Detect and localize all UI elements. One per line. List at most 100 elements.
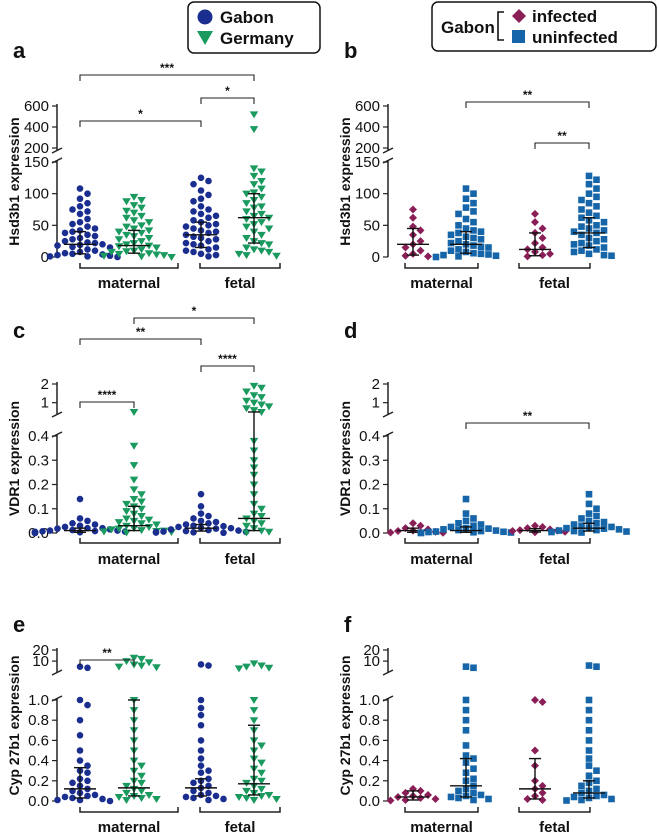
legend-germany-label: Germany (220, 29, 294, 48)
y-tick-label: 200 (24, 140, 49, 157)
data-point (585, 662, 593, 669)
data-point (593, 767, 600, 774)
y-tick-label: 0.2 (359, 773, 380, 790)
group-bracket (79, 807, 179, 813)
data-point (137, 197, 146, 204)
data-point (227, 524, 235, 532)
significance-label: ** (557, 129, 567, 143)
data-point (122, 515, 131, 523)
data-point (137, 222, 146, 230)
column-Germany-fetal (234, 111, 281, 260)
data-point (563, 797, 570, 804)
data-point (122, 231, 131, 239)
data-point (416, 226, 425, 235)
column-Gabon-maternal (31, 495, 129, 537)
data-point (440, 251, 447, 259)
y-tick-label: 0 (41, 249, 49, 266)
y-tick-label: 150 (355, 154, 380, 171)
legend-uninfected-marker (512, 30, 525, 43)
data-point (107, 248, 116, 256)
data-point (69, 779, 76, 787)
data-point (585, 747, 593, 754)
data-point (538, 522, 547, 531)
data-point (84, 223, 91, 230)
data-point (175, 523, 182, 531)
data-point (462, 517, 470, 525)
column-infected-fetal (519, 209, 554, 261)
data-point (546, 249, 554, 258)
significance-bracket (465, 422, 590, 429)
data-point (531, 218, 539, 227)
data-point (137, 662, 146, 670)
data-point (257, 185, 266, 193)
significance-label: ** (136, 325, 146, 339)
data-point (242, 794, 251, 802)
data-point (197, 721, 205, 729)
data-point (470, 242, 477, 249)
data-point (477, 250, 485, 258)
data-point (69, 243, 76, 251)
data-point (409, 519, 417, 528)
data-point (585, 696, 593, 704)
data-point (455, 237, 462, 245)
axis-break-mark (51, 147, 63, 154)
data-point (212, 518, 220, 526)
group-label-fetal: fetal (539, 275, 570, 292)
data-point (257, 505, 266, 513)
data-point (205, 177, 212, 185)
data-point (69, 794, 76, 802)
data-point (54, 251, 61, 259)
data-point (462, 663, 470, 670)
data-point (76, 732, 84, 739)
column-Germany-maternal (99, 193, 176, 261)
data-point (144, 219, 154, 227)
data-point (578, 522, 585, 530)
data-point (220, 795, 227, 803)
y-tick-label: 0.1 (359, 501, 380, 518)
data-point (608, 523, 615, 531)
data-point (570, 241, 578, 248)
data-point (416, 246, 425, 255)
data-point (212, 235, 220, 243)
data-point (242, 235, 251, 242)
data-point (205, 789, 212, 797)
data-point (431, 794, 440, 803)
column-Germany-maternal (114, 654, 161, 804)
data-point (462, 215, 470, 223)
data-point (76, 716, 84, 724)
data-point (600, 518, 608, 526)
data-point (538, 788, 547, 797)
data-point (76, 495, 84, 503)
data-point (122, 508, 131, 516)
data-point (205, 253, 212, 260)
data-point (76, 515, 84, 522)
data-point (477, 228, 485, 235)
data-point (69, 220, 76, 228)
y-tick-label: 0.6 (359, 732, 380, 749)
data-point (485, 525, 492, 532)
data-point (122, 500, 131, 508)
data-point (197, 737, 205, 744)
data-point (197, 195, 205, 203)
axis-break-mark (51, 411, 63, 418)
data-point (129, 193, 139, 201)
data-point (462, 225, 470, 232)
data-point (242, 663, 251, 671)
data-point (84, 246, 91, 253)
data-point (257, 520, 266, 528)
data-point (152, 244, 161, 252)
data-point (152, 664, 161, 672)
data-point (76, 663, 84, 670)
data-point (455, 229, 462, 237)
y-tick-label: 0.3 (359, 452, 380, 469)
data-point (600, 244, 608, 251)
panel-label: b (344, 38, 357, 63)
group-label-maternal: maternal (98, 275, 161, 292)
data-point (585, 500, 593, 508)
data-point (197, 696, 205, 704)
data-point (249, 382, 259, 390)
data-point (197, 510, 205, 517)
data-point (54, 525, 61, 532)
data-point (205, 191, 212, 199)
data-point (425, 528, 432, 536)
